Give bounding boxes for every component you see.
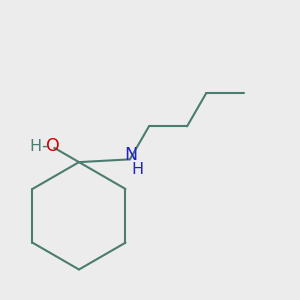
Text: O: O — [46, 137, 60, 155]
Text: H: H — [131, 162, 144, 177]
Text: H: H — [29, 139, 41, 154]
Text: -: - — [41, 137, 48, 155]
Text: N: N — [124, 146, 137, 164]
